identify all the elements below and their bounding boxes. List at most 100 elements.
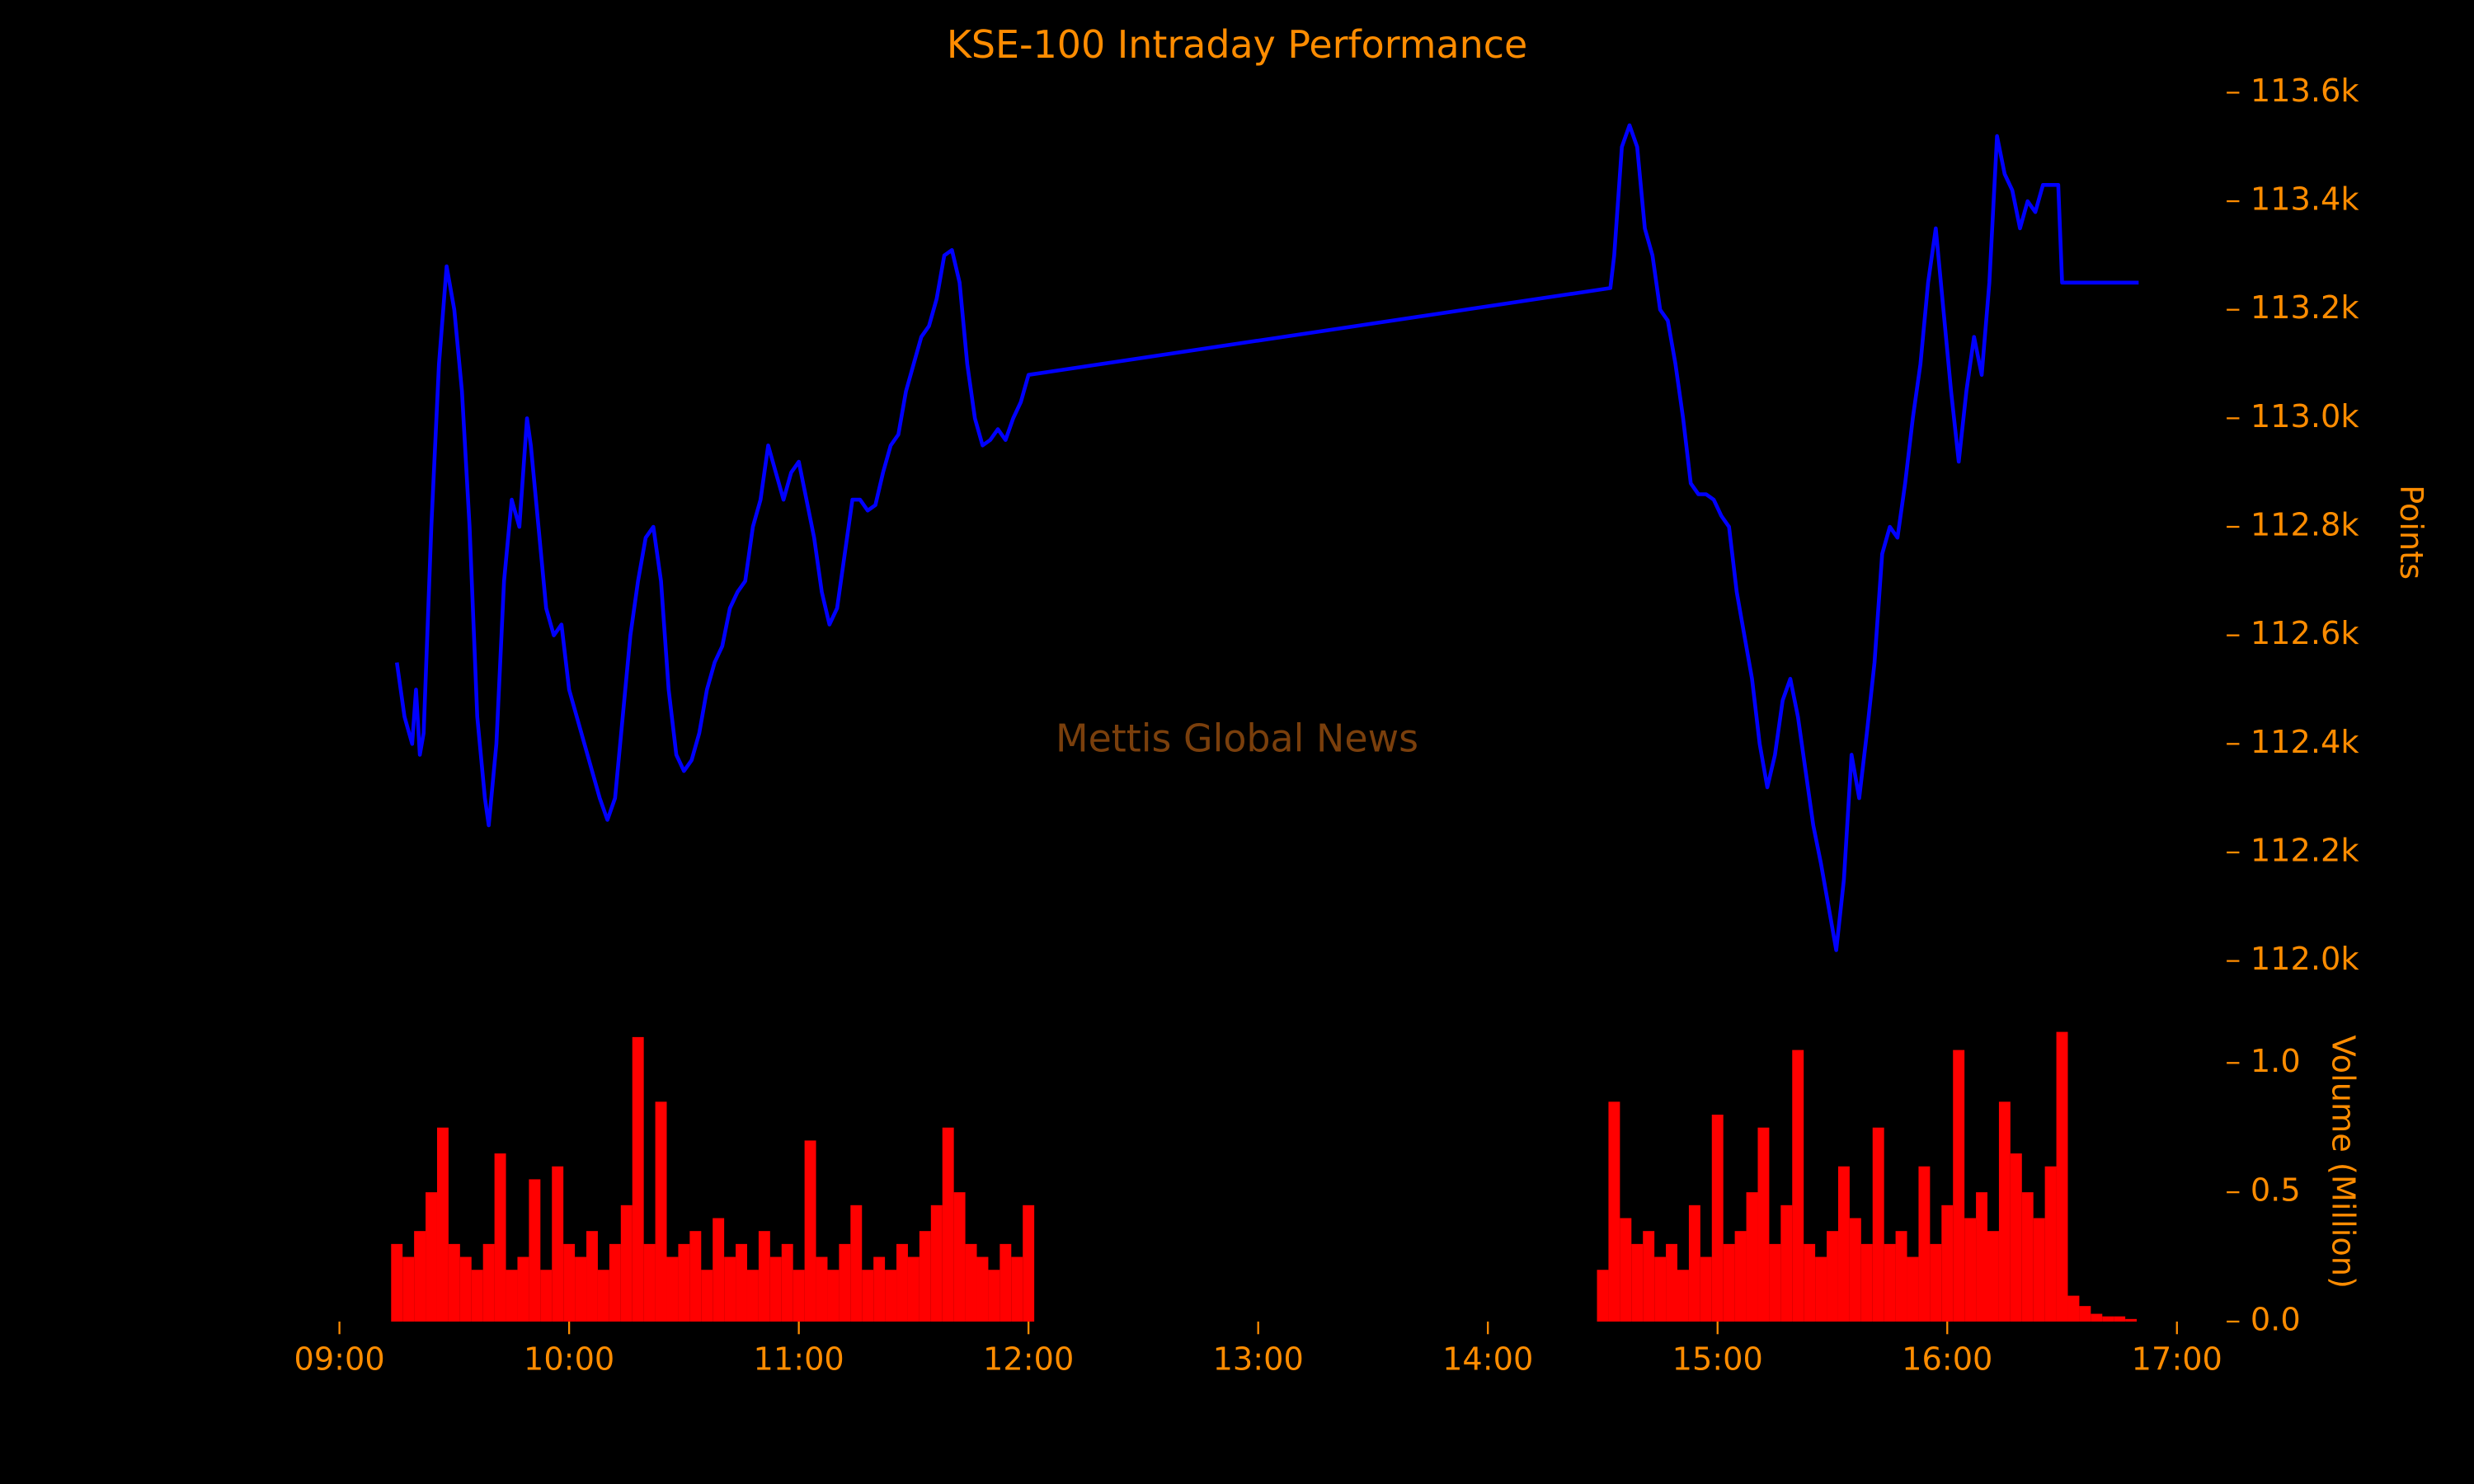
y-tick-label: 112.8k [2251,507,2360,544]
volume-bar [448,1243,460,1322]
volume-bar [758,1231,770,1322]
y-tick-label: 112.4k [2251,724,2360,761]
volume-bar [1711,1115,1724,1322]
volume-bar [862,1270,874,1322]
volume-bar [540,1270,553,1322]
volume-bar [1769,1243,1781,1322]
volume-bar [1930,1243,1942,1322]
volume-bar [575,1256,587,1322]
volume-bar [666,1256,679,1322]
volume-bar [402,1256,415,1322]
volume-bar [655,1101,667,1322]
volume-bar [1907,1256,1919,1322]
volume-bar [713,1218,725,1322]
volume-bar [597,1270,609,1322]
x-tick-label: 15:00 [1672,1341,1763,1378]
volume-bar [2079,1306,2091,1322]
volume-bar [1734,1231,1747,1322]
x-tick-label: 16:00 [1902,1341,1992,1378]
volume-bar [1757,1127,1770,1322]
volume-bar [827,1270,840,1322]
x-tick-label: 11:00 [754,1341,844,1378]
volume-bar [517,1256,529,1322]
volume-bar [494,1153,506,1322]
volume-bar [804,1140,816,1322]
volume-bar [1780,1205,1793,1322]
volume-bar [919,1231,931,1322]
volume-bar [885,1270,897,1322]
volume-bar [426,1192,437,1322]
volume-bar [1631,1243,1644,1322]
volume-bar [506,1270,518,1322]
volume-bar [563,1243,576,1322]
volume-bar [816,1256,828,1322]
y-tick-label: 0.5 [2251,1172,2301,1209]
volume-bar [2044,1166,2057,1322]
volume-bar [529,1179,541,1322]
volume-bar [1620,1218,1632,1322]
y-tick-label: 113.6k [2251,73,2360,110]
y-tick-label: 112.6k [2251,615,2360,652]
watermark: Mettis Global News [1056,716,1418,761]
volume-bar [391,1243,403,1322]
volume-bar [1941,1205,1954,1322]
volume-bar [1677,1270,1689,1322]
volume-bar [1815,1256,1827,1322]
volume-bar [1872,1127,1884,1322]
volume-bar [643,1243,656,1322]
volume-bar [1792,1050,1804,1322]
volume-bar [2056,1031,2068,1322]
x-tick-label: 17:00 [2132,1341,2222,1378]
volume-bar [459,1256,472,1322]
volume-bar [1849,1218,1861,1322]
volume-bar [586,1231,598,1322]
volume-bar [1746,1192,1758,1322]
volume-bar [976,1256,989,1322]
x-tick-label: 14:00 [1442,1341,1533,1378]
volume-bar [1998,1101,2011,1322]
volume-bar [678,1243,690,1322]
volume-bar [1918,1166,1931,1322]
volume-bar [1597,1270,1609,1322]
volume-bar [953,1192,966,1322]
volume-bar [1860,1243,1873,1322]
volume-bar [724,1256,736,1322]
volume-bar [701,1270,713,1322]
y-axis-label: Volume (Million) [2325,1035,2362,1288]
volume-bar [1688,1205,1700,1322]
y-tick-label: 113.0k [2251,398,2360,435]
y-tick-label: 113.4k [2251,181,2360,218]
volume-bar [850,1205,863,1322]
volume-bar [1837,1166,1850,1322]
volume-bar [2091,1313,2103,1322]
volume-bar [930,1205,943,1322]
volume-bar [746,1270,759,1322]
volume-bar [896,1243,908,1322]
volume-bar [1884,1243,1896,1322]
volume-bar [1608,1101,1620,1322]
volume-bar [1011,1256,1023,1322]
volume-bar [736,1243,747,1322]
volume-bar [552,1166,564,1322]
volume-bar [988,1270,1000,1322]
volume-bar [873,1256,886,1322]
volume-bar [471,1270,483,1322]
volume-bar [2010,1153,2022,1322]
volume-bar [436,1127,449,1322]
volume-bar [620,1205,633,1322]
x-tick-label: 10:00 [524,1341,614,1378]
volume-bar [1654,1256,1667,1322]
volume-bar [1953,1050,1965,1322]
volume-bar [609,1243,621,1322]
volume-bar [2114,1316,2126,1322]
x-tick-label: 13:00 [1213,1341,1304,1378]
volume-bar [1023,1205,1035,1322]
price-line [394,123,2139,952]
volume-bar [482,1243,495,1322]
volume-bar [2067,1295,2080,1322]
volume-bar [2033,1218,2045,1322]
volume-bar [1964,1218,1977,1322]
volume-bar [1643,1231,1655,1322]
volume-bar [1666,1243,1677,1322]
